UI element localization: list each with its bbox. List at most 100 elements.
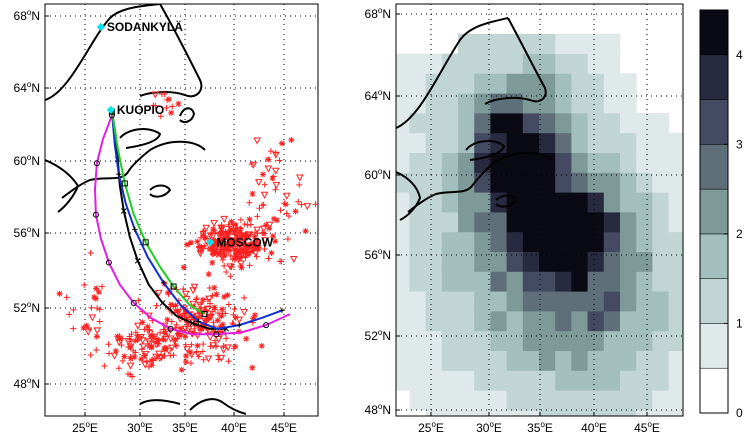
obs-triangle-marker (183, 346, 192, 354)
density-cell (603, 291, 621, 312)
obs-plus-marker (276, 157, 283, 164)
obs-triangle-marker (259, 225, 268, 233)
obs-triangle-marker (189, 300, 198, 308)
obs-plus-marker (169, 103, 176, 110)
obs-star-marker (139, 319, 146, 326)
density-cell (620, 311, 637, 332)
density-cell (522, 291, 540, 312)
colorbar-level-swatch (699, 278, 729, 324)
density-cell (441, 291, 459, 312)
obs-star-marker (268, 249, 275, 256)
lon-tick-label: 40oE (581, 420, 607, 435)
obs-star-marker (138, 356, 145, 363)
obs-triangle-marker (229, 240, 238, 248)
obs-plus-marker (157, 329, 164, 336)
left-map-frame-bg (45, 4, 318, 416)
obs-star-marker (216, 237, 223, 244)
density-cell (539, 271, 556, 292)
density-cell (571, 350, 588, 371)
obs-plus-marker (132, 329, 139, 336)
obs-star-marker (162, 330, 169, 337)
density-cell (539, 330, 556, 351)
obs-plus-marker (231, 305, 238, 312)
density-cell (458, 212, 475, 233)
density-cell (506, 172, 524, 193)
obs-plus-marker (254, 213, 261, 220)
density-cell (668, 192, 683, 213)
density-cell (652, 370, 669, 391)
obs-star-marker (209, 250, 216, 257)
density-cell (571, 410, 588, 416)
density-cell (506, 271, 524, 292)
obs-star-marker (144, 323, 151, 330)
density-cell (571, 113, 588, 134)
trajectory-marker (120, 208, 127, 214)
density-cell (396, 73, 410, 94)
density-cell (458, 33, 475, 54)
trajectory-marker (201, 311, 208, 318)
density-cell (522, 251, 540, 272)
obs-star-marker (218, 225, 225, 232)
density-cell (620, 113, 637, 134)
density-cell (522, 231, 540, 252)
obs-star-marker (288, 137, 295, 144)
density-cell (620, 251, 637, 272)
density-cell (474, 350, 491, 371)
obs-triangle-marker (93, 327, 102, 335)
density-cell (620, 172, 637, 193)
trajectory-marker (105, 259, 112, 266)
obs-star-marker (148, 362, 155, 369)
obs-star-marker (250, 244, 257, 251)
lat-tick-label: 48oN (14, 376, 40, 391)
obs-plus-marker (225, 221, 232, 228)
obs-star-marker (211, 227, 218, 234)
city-marker-icon (96, 23, 105, 32)
obs-star-marker (196, 243, 203, 250)
density-cell (603, 132, 621, 153)
trajectory-marker (134, 257, 141, 264)
lon-tick-label: 30oE (476, 420, 502, 435)
density-cell (490, 271, 507, 292)
density-cell (652, 291, 669, 312)
density-cell (490, 311, 507, 332)
lat-tick-label: 52oN (14, 300, 40, 315)
trajectory-marker (132, 226, 138, 232)
obs-plus-marker (87, 351, 94, 358)
density-cell (425, 271, 443, 292)
obs-star-marker (251, 312, 258, 319)
density-cell (458, 410, 475, 416)
obs-star-marker (259, 171, 266, 178)
density-cell (409, 231, 426, 252)
density-cell (506, 311, 524, 332)
obs-triangle-marker (204, 355, 213, 363)
obs-plus-marker (200, 356, 207, 363)
obs-star-marker (210, 226, 217, 233)
obs-plus-marker (220, 234, 227, 241)
density-cell (441, 390, 459, 411)
obs-star-marker (121, 353, 128, 360)
density-cell (490, 350, 507, 371)
density-cell (441, 113, 459, 134)
density-cell (458, 231, 475, 252)
obs-plus-marker (236, 225, 243, 232)
obs-star-marker (236, 255, 243, 262)
obs-plus-marker (244, 221, 251, 228)
obs-star-marker (265, 156, 272, 163)
density-cell (587, 410, 605, 416)
obs-triangle-marker (182, 290, 190, 298)
density-cell (409, 291, 426, 312)
obs-triangle-marker (230, 223, 239, 231)
density-cell (587, 350, 605, 371)
obs-triangle-marker (212, 250, 221, 258)
obs-plus-marker (70, 306, 77, 313)
obs-star-marker (172, 302, 179, 309)
obs-star-marker (182, 333, 189, 340)
colorbar-level-swatch (699, 323, 729, 369)
density-cell (425, 113, 443, 134)
obs-plus-marker (188, 341, 195, 348)
obs-plus-marker (88, 304, 95, 311)
obs-plus-marker (145, 363, 152, 370)
lat-tick-label: 48oN (365, 402, 391, 417)
density-cell (506, 212, 524, 233)
